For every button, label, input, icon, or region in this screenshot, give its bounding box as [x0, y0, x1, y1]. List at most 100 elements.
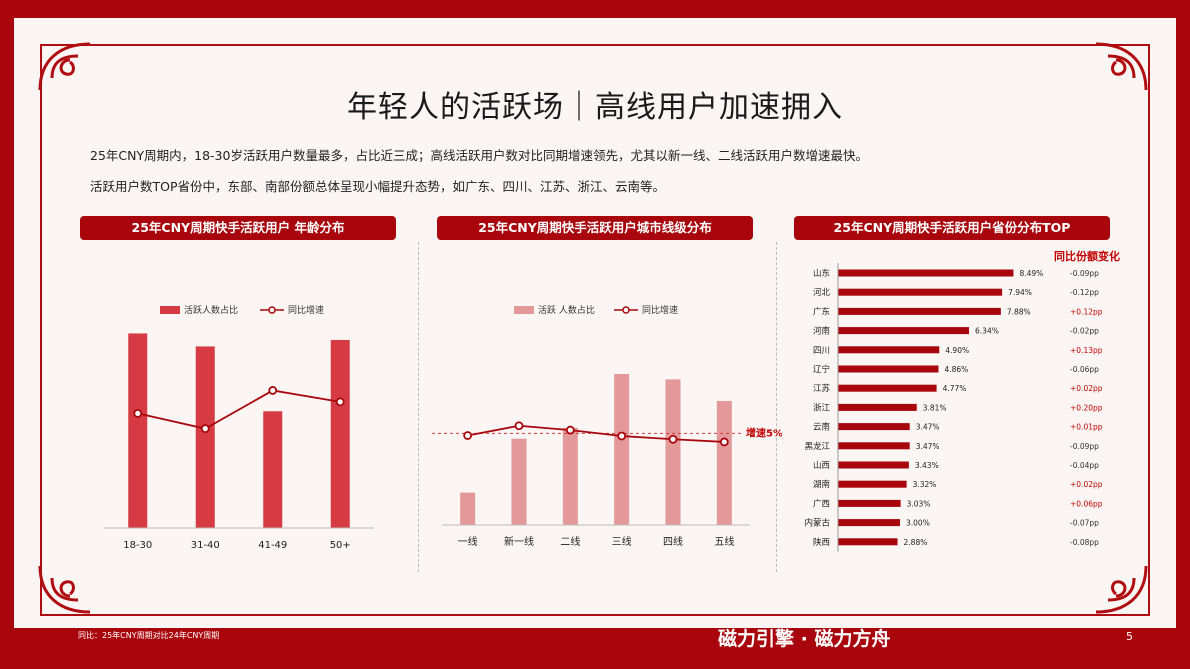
province-label: 内蒙古 [804, 518, 830, 529]
bar [665, 379, 681, 525]
bar [614, 374, 630, 525]
province-bar [838, 327, 970, 335]
province-value-label: 4.90% [945, 346, 969, 355]
province-label: 山西 [813, 460, 830, 471]
growth-point [335, 397, 345, 407]
province-change: -0.04pp [1070, 461, 1099, 470]
legend-bar-label: 活跃 人数占比 [538, 304, 595, 316]
province-change: -0.08pp [1070, 538, 1099, 547]
x-tick-label: 31-40 [191, 540, 220, 551]
footnote: 同比：25年CNY周期对比24年CNY周期 [78, 631, 220, 640]
province-value-label: 3.32% [913, 480, 937, 489]
province-change: +0.02pp [1070, 384, 1103, 393]
growth-point [268, 386, 278, 395]
growth-point [617, 431, 627, 441]
bar [195, 346, 215, 528]
province-bar [838, 423, 910, 431]
province-label: 湖南 [813, 479, 830, 490]
province-value-label: 6.34% [975, 327, 999, 336]
brand-logo: 磁力引擎 · 磁力方舟 [718, 628, 891, 650]
province-label: 广东 [813, 306, 830, 317]
legend-bar-label: 活跃人数占比 [184, 304, 238, 316]
x-tick-label: 41-49 [258, 540, 287, 551]
bar [128, 333, 148, 528]
bar [716, 400, 732, 525]
province-label: 河南 [813, 326, 830, 337]
divider-1 [418, 242, 419, 572]
bar [263, 411, 283, 528]
x-tick-label: 二线 [560, 535, 580, 548]
province-bar [838, 538, 898, 546]
province-value-label: 3.00% [906, 519, 930, 528]
inner-frame [40, 44, 1150, 616]
province-value-label: 4.86% [944, 365, 968, 374]
province-bar [838, 480, 907, 488]
province-value-label: 7.88% [1007, 307, 1031, 316]
growth-point [719, 437, 729, 447]
reference-line-label: 增速5% [746, 426, 782, 439]
province-change: +0.20pp [1070, 403, 1103, 412]
page-title: 年轻人的活跃场｜高线用户加速拥入 [347, 90, 843, 125]
province-label: 陕西 [813, 537, 830, 548]
section-header-city: 25年CNY周期快手活跃用户城市线级分布 [437, 216, 753, 240]
growth-line [137, 389, 341, 430]
province-change: -0.02pp [1070, 327, 1099, 336]
change-header: 同比份额变化 [1054, 249, 1120, 263]
bar [511, 438, 527, 525]
province-bar [838, 365, 939, 373]
province-value-label: 3.03% [907, 499, 931, 508]
section-header-age: 25年CNY周期快手活跃用户 年龄分布 [80, 216, 396, 240]
province-bar [838, 461, 909, 469]
province-change: -0.07pp [1070, 519, 1099, 528]
growth-point [200, 424, 210, 434]
province-bar [838, 307, 1001, 315]
page-number: 5 [1126, 630, 1133, 643]
province-label: 江苏 [813, 383, 831, 394]
age-chart: 活跃人数占比 同比增速 18-30 31-40 41-49 50+ [104, 304, 374, 551]
x-tick-label: 18-30 [123, 540, 152, 551]
description-line-1: 25年CNY周期内，18-30岁活跃用户数量最多，占比近三成；高线活跃用户数对比… [90, 148, 868, 163]
x-tick-label: 50+ [330, 540, 351, 551]
description-line-2: 活跃用户数TOP省份中，东部、南部份额总体呈现小幅提升态势，如广东、四川、江苏、… [90, 179, 666, 194]
x-tick-label: 一线 [458, 535, 478, 548]
province-bar [838, 288, 1003, 296]
province-bar [838, 403, 917, 411]
province-value-label: 2.88% [904, 538, 928, 547]
x-tick-label: 五线 [714, 535, 734, 548]
province-label: 浙江 [813, 402, 831, 413]
province-bar [838, 384, 937, 392]
legend-bar-swatch [514, 306, 534, 314]
province-bar [838, 269, 1014, 277]
legend-line-marker [622, 306, 630, 314]
province-bar [838, 442, 910, 450]
province-value-label: 3.47% [916, 442, 940, 451]
province-change: +0.12pp [1070, 307, 1103, 316]
province-label: 河北 [813, 287, 831, 298]
growth-point [514, 421, 524, 431]
growth-point [565, 425, 575, 435]
province-change: +0.02pp [1070, 480, 1103, 489]
province-label: 黑龙江 [804, 441, 830, 452]
province-change: -0.09pp [1070, 442, 1099, 451]
bar [330, 339, 350, 528]
province-change: +0.06pp [1070, 499, 1103, 508]
legend-line-label: 同比增速 [288, 304, 324, 316]
province-label: 辽宁 [813, 364, 830, 375]
growth-point [668, 434, 678, 444]
province-value-label: 3.81% [923, 403, 947, 412]
section-header-province: 25年CNY周期快手活跃用户省份分布TOP [794, 216, 1110, 240]
province-change: +0.13pp [1070, 346, 1103, 355]
province-change: +0.01pp [1070, 423, 1103, 432]
province-label: 四川 [813, 346, 830, 356]
legend-line-marker [268, 306, 276, 314]
province-bar [838, 519, 900, 527]
bar [562, 427, 578, 525]
x-tick-label: 新一线 [504, 535, 534, 548]
province-change: -0.06pp [1070, 365, 1099, 374]
legend-line-label: 同比增速 [642, 304, 678, 316]
divider-2 [776, 242, 777, 572]
province-label: 广西 [813, 498, 830, 509]
province-value-label: 3.43% [915, 461, 939, 470]
